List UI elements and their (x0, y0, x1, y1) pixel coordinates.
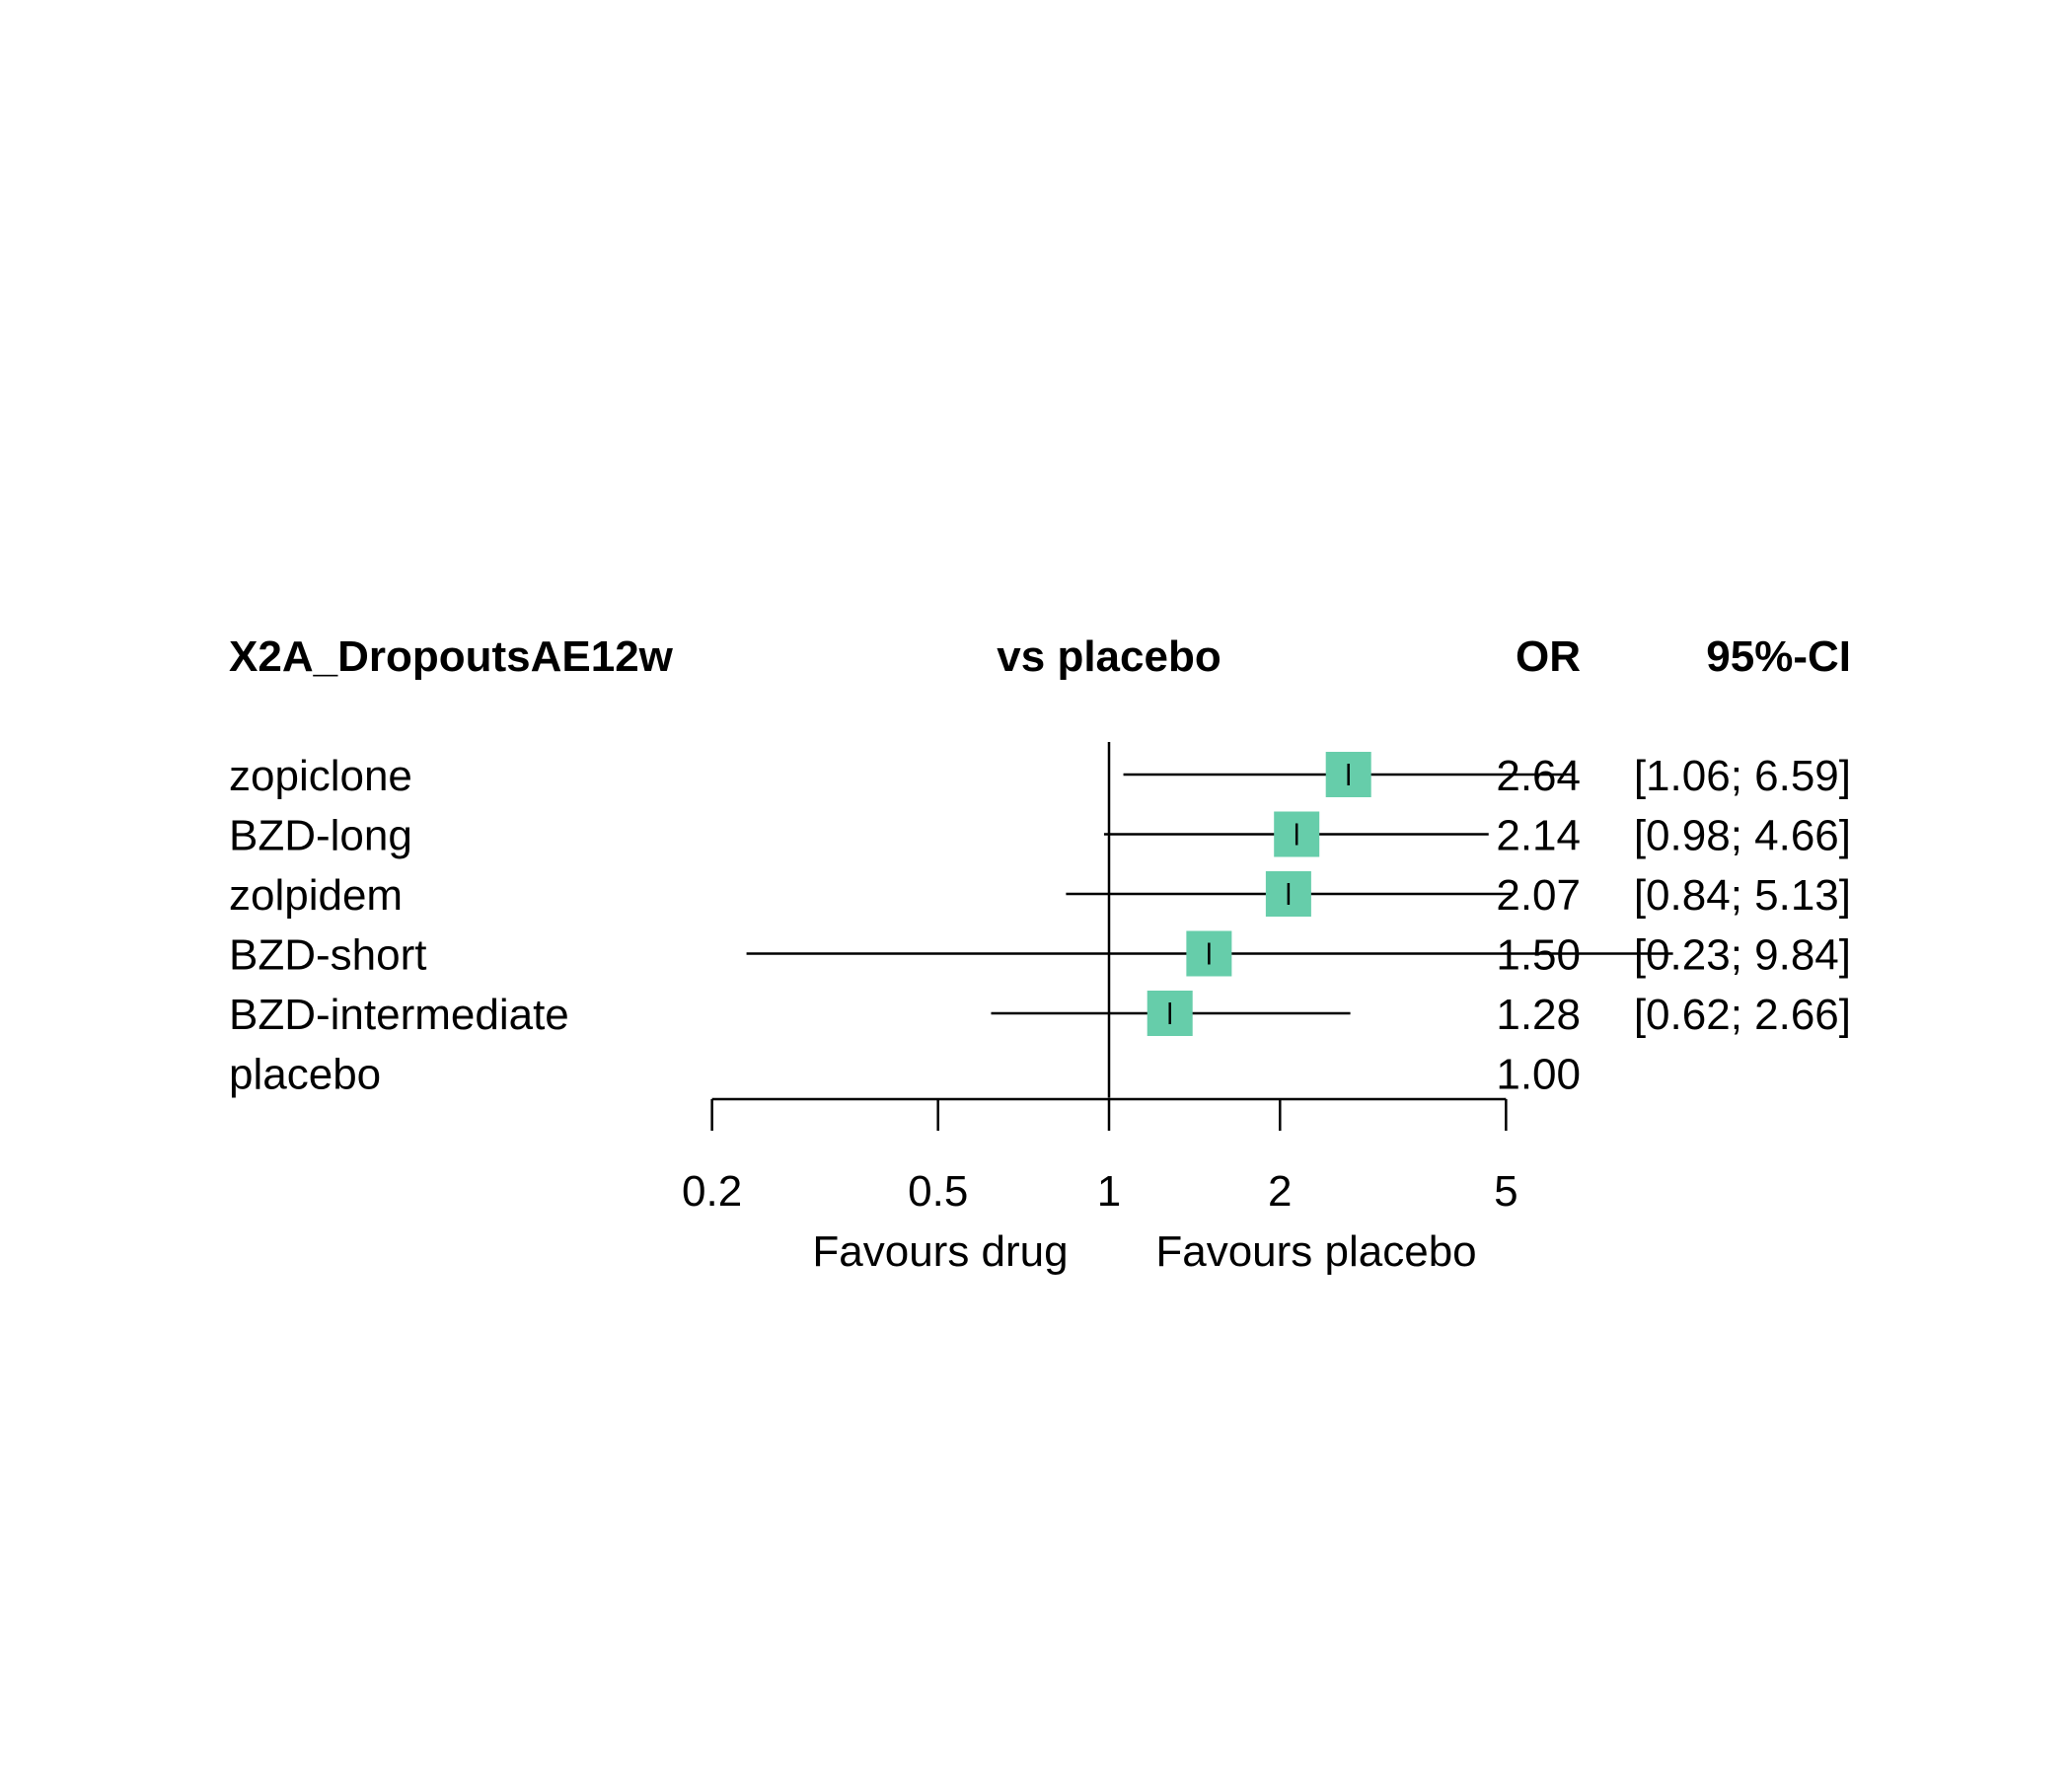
header-comparison: vs placebo (997, 632, 1221, 681)
tick-label: 5 (1494, 1167, 1517, 1216)
row-label: BZD-intermediate (229, 991, 569, 1039)
ci-value: [0.98; 4.66] (1634, 812, 1851, 860)
or-value: 2.64 (1496, 752, 1581, 800)
tick-label: 2 (1268, 1167, 1292, 1216)
or-value: 1.50 (1496, 931, 1581, 980)
header-effect: OR (1516, 632, 1581, 681)
or-value: 1.28 (1496, 991, 1581, 1039)
ci-value: [0.84; 5.13] (1634, 871, 1851, 920)
header-outcome: X2A_DropoutsAE12w (229, 632, 674, 681)
x-axis: 0.2 0.5 1 2 5 (682, 1097, 1518, 1216)
ci-value: [0.23; 9.84] (1634, 931, 1851, 980)
row-label: BZD-short (229, 931, 426, 980)
study-rows: zopiclone 2.64 [1.06; 6.59] BZD-long 2.14 [0.… (229, 742, 1851, 1099)
or-value: 1.00 (1496, 1051, 1581, 1099)
tick-label: 0.2 (682, 1167, 742, 1216)
row-label: zopiclone (229, 752, 412, 800)
favours-placebo-label: Favours placebo (1155, 1227, 1476, 1276)
ci-value: [0.62; 2.66] (1634, 991, 1851, 1039)
row-label: zolpidem (229, 871, 403, 920)
tick-label: 1 (1097, 1167, 1121, 1216)
row-label: placebo (229, 1051, 381, 1099)
or-value: 2.07 (1496, 871, 1581, 920)
or-value: 2.14 (1496, 812, 1581, 860)
tick-label: 0.5 (908, 1167, 968, 1216)
favours-drug-label: Favours drug (812, 1227, 1068, 1276)
row-label: BZD-long (229, 812, 412, 860)
ci-value: [1.06; 6.59] (1634, 752, 1851, 800)
header-ci: 95%-CI (1706, 632, 1851, 681)
